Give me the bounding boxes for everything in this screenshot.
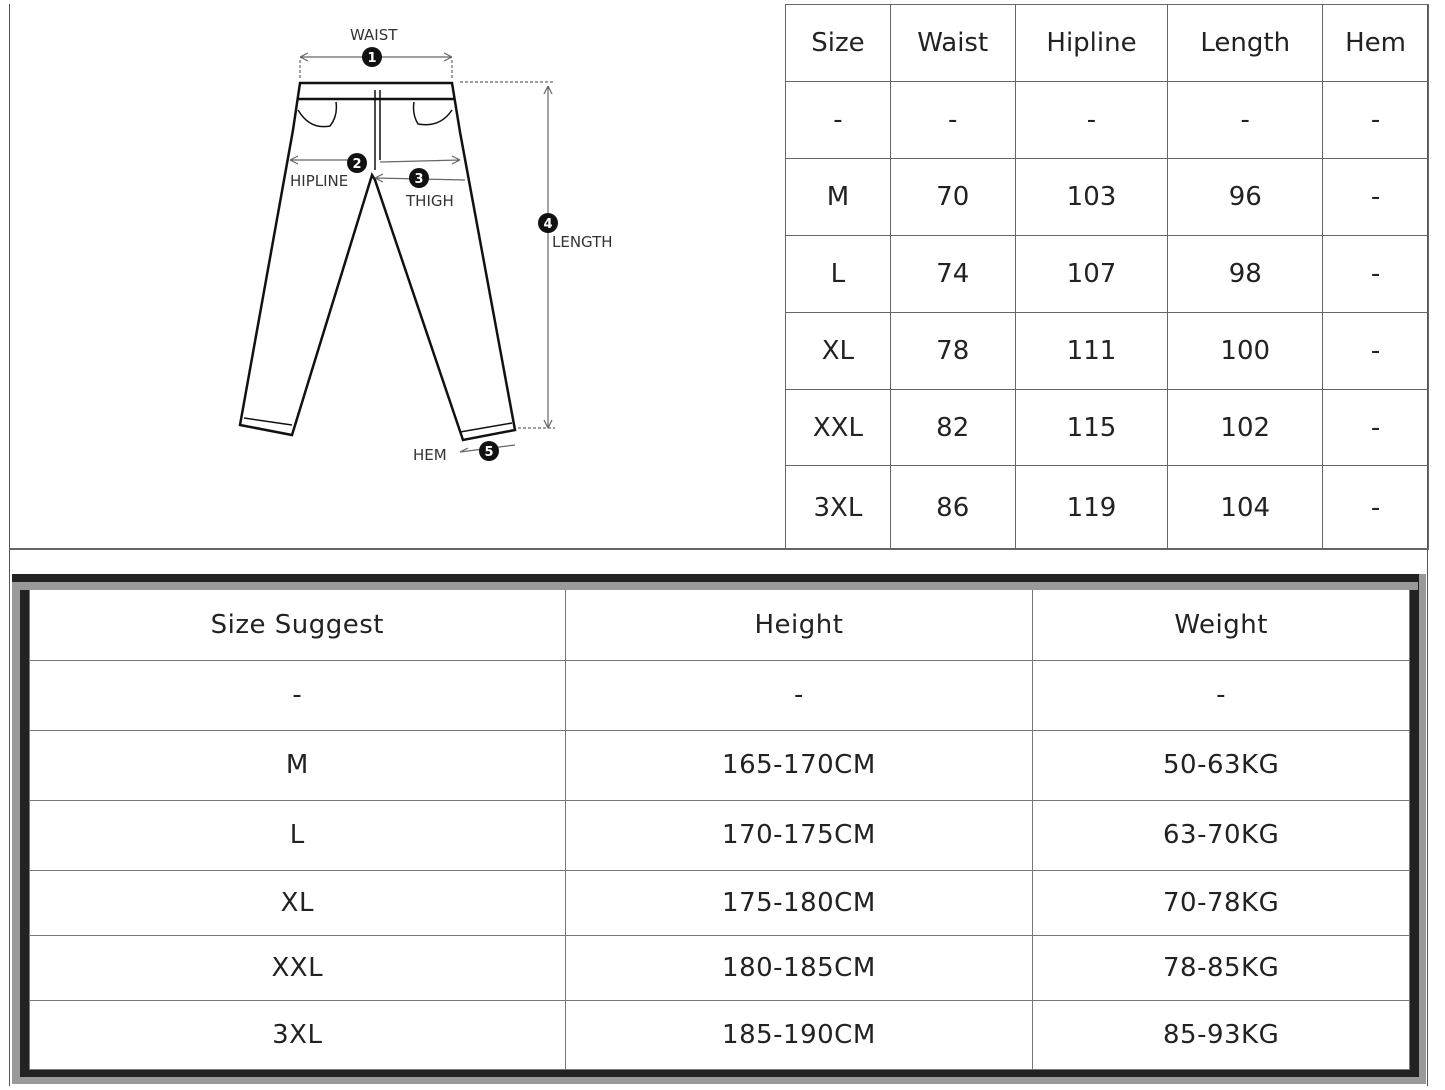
table-cell: 78 xyxy=(889,312,1016,390)
header-cell: Size Suggest xyxy=(29,590,566,661)
table-cell: - xyxy=(1322,158,1429,236)
table-cell: 50-63KG xyxy=(1032,729,1410,801)
table-cell: - xyxy=(1322,81,1429,159)
table-cell: 185-190CM xyxy=(564,999,1034,1070)
header-row: Size Waist Hipline Length Hem xyxy=(785,4,1429,82)
table-row: --- xyxy=(29,659,1410,731)
marker-circle xyxy=(538,213,558,233)
table-cell: - xyxy=(1322,389,1429,466)
table-cell: XL xyxy=(785,312,891,390)
header-cell: Weight xyxy=(1032,590,1410,661)
table-cell: - xyxy=(1322,465,1429,550)
table-cell: L xyxy=(785,235,891,313)
table-cell: 119 xyxy=(1014,465,1169,550)
table-row: XXL 82 115 102- xyxy=(785,389,1429,466)
table-cell: 107 xyxy=(1014,235,1169,313)
marker-3: 3 xyxy=(414,172,423,187)
section-divider xyxy=(9,548,1429,550)
suggest-frame-inner xyxy=(12,582,1418,1078)
table-cell: 111 xyxy=(1014,312,1169,390)
table-cell: 70-78KG xyxy=(1032,869,1410,936)
table-cell: - xyxy=(1322,312,1429,390)
table-cell: 175-180CM xyxy=(564,869,1034,936)
pants-diagram: WAIST HIPLINE THIGH LENGTH HEM 1 2 3 4 5 xyxy=(238,26,613,464)
table-cell: XL xyxy=(29,869,566,936)
table-row: L 170-175CM 63-70KG xyxy=(29,799,1410,871)
table-cell: 98 xyxy=(1167,235,1324,313)
marker-5: 5 xyxy=(484,445,493,460)
header-cell: Hem xyxy=(1322,4,1429,82)
marker-4: 4 xyxy=(543,217,552,232)
label-hem: HEM xyxy=(413,446,447,464)
table-cell: 96 xyxy=(1167,158,1324,236)
table-row: M 70 103 96- xyxy=(785,158,1429,236)
table-cell: XXL xyxy=(29,934,566,1001)
table-cell: 115 xyxy=(1014,389,1169,466)
table-cell: - xyxy=(785,81,891,159)
header-row: Size Suggest Height Weight xyxy=(29,590,1410,661)
table-cell: - xyxy=(1014,81,1169,159)
table-cell: 103 xyxy=(1014,158,1169,236)
marker-circle xyxy=(347,153,367,173)
table-row: L 74 107 98- xyxy=(785,235,1429,313)
table-cell: 3XL xyxy=(785,465,891,550)
label-length: LENGTH xyxy=(552,233,613,251)
table-cell: 86 xyxy=(889,465,1016,550)
table-cell: 85-93KG xyxy=(1032,999,1410,1070)
table-row: XL 175-180CM 70-78KG xyxy=(29,869,1410,936)
table-cell: 180-185CM xyxy=(564,934,1034,1001)
table-cell: 3XL xyxy=(29,999,566,1070)
header-cell: Height xyxy=(564,590,1034,661)
size-measurement-table: Size Waist Hipline Length Hem - - - - - M 70 103 96- L… xyxy=(785,4,1429,550)
marker-circle xyxy=(479,441,499,461)
label-thigh: THIGH xyxy=(405,192,454,210)
table-cell: - xyxy=(1167,81,1324,159)
marker-1: 1 xyxy=(367,51,376,66)
size-suggest-table: Size Suggest Height Weight - - - M 165-170CM 50-… xyxy=(29,590,1410,1070)
table-cell: XXL xyxy=(785,389,891,466)
table-row: XL 78 111 100- xyxy=(785,312,1429,390)
table-cell: 102 xyxy=(1167,389,1324,466)
header-cell: Hipline xyxy=(1014,4,1169,82)
table-cell: - xyxy=(889,81,1016,159)
table-cell: - xyxy=(1322,235,1429,313)
table-row: XXL 180-185CM 78-85KG xyxy=(29,934,1410,1001)
marker-2: 2 xyxy=(352,157,361,172)
table-cell: - xyxy=(564,659,1034,731)
table-cell: 74 xyxy=(889,235,1016,313)
label-waist: WAIST xyxy=(350,26,398,44)
table-cell: 104 xyxy=(1167,465,1324,550)
table-cell: - xyxy=(29,659,566,731)
table-cell: M xyxy=(785,158,891,236)
table-cell: 82 xyxy=(889,389,1016,466)
table-cell: - xyxy=(1032,659,1410,731)
header-cell: Size xyxy=(785,4,891,82)
header-cell: Waist xyxy=(889,4,1016,82)
marker-circle xyxy=(362,47,382,67)
table-cell: M xyxy=(29,729,566,801)
table-cell: 100 xyxy=(1167,312,1324,390)
table-cell: 78-85KG xyxy=(1032,934,1410,1001)
table-cell: L xyxy=(29,799,566,871)
table-row: ----- xyxy=(785,81,1429,159)
label-hipline: HIPLINE xyxy=(290,172,348,190)
table-cell: 70 xyxy=(889,158,1016,236)
marker-circle xyxy=(409,168,429,188)
table-cell: 165-170CM xyxy=(564,729,1034,801)
pants-outline xyxy=(238,81,517,442)
table-row: M 165-170CM 50-63KG xyxy=(29,729,1410,801)
table-cell: 170-175CM xyxy=(564,799,1034,871)
measure-lines xyxy=(289,52,555,453)
header-cell: Length xyxy=(1167,4,1324,82)
table-row: 3XL 185-190CM 85-93KG xyxy=(29,999,1410,1070)
table-row: 3XL 86 119 104- xyxy=(785,465,1429,550)
table-cell: 63-70KG xyxy=(1032,799,1410,871)
